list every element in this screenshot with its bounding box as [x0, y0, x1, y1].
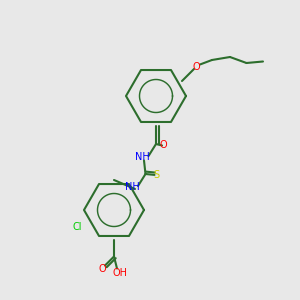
Text: S: S	[153, 170, 159, 181]
Text: O: O	[98, 263, 106, 274]
Text: OH: OH	[112, 268, 128, 278]
Text: O: O	[193, 61, 200, 72]
Text: Cl: Cl	[73, 221, 82, 232]
Text: NH: NH	[135, 152, 150, 163]
Text: O: O	[160, 140, 167, 151]
Text: NH: NH	[124, 182, 140, 193]
